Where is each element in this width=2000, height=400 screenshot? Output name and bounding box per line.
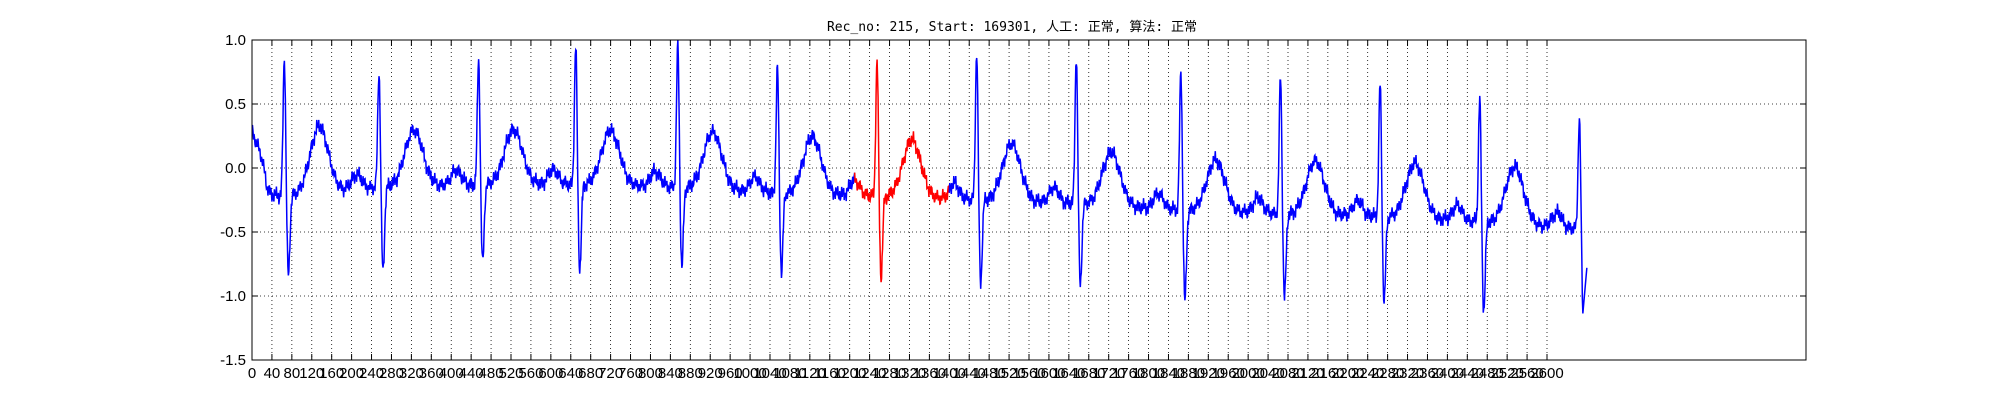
- x-tick-label: 2400: [1431, 365, 1464, 382]
- x-tick-label: 840: [658, 365, 683, 382]
- x-tick-label: 2120: [1291, 365, 1324, 382]
- ecg-series-normal: [948, 57, 1588, 314]
- x-tick-label: 280: [379, 365, 404, 382]
- x-tick-label: 2560: [1510, 365, 1543, 382]
- x-tick-label: 1360: [913, 365, 946, 382]
- y-tick-label: -0.5: [220, 224, 246, 241]
- x-tick-label: 520: [498, 365, 523, 382]
- x-tick-label: 1640: [1052, 365, 1085, 382]
- axes: 1.0 0.5 0.0 -0.5 -1.0 -1.50 40 80 12016020024028…: [220, 32, 1806, 382]
- x-tick-label: 240: [359, 365, 384, 382]
- x-tick-label: 640: [558, 365, 583, 382]
- x-tick-label: 1800: [1132, 365, 1165, 382]
- y-tick-label: 1.0: [225, 32, 246, 49]
- x-tick-label: 720: [598, 365, 623, 382]
- y-tick-label: 0.0: [225, 160, 246, 177]
- x-tick-label: 2160: [1311, 365, 1344, 382]
- y-tick-label: -1.5: [220, 352, 246, 369]
- x-tick-label: 1920: [1192, 365, 1225, 382]
- x-tick-label: 2000: [1231, 365, 1264, 382]
- x-tick-label: 320: [399, 365, 424, 382]
- x-tick-label: 2280: [1371, 365, 1404, 382]
- x-tick-label: 1400: [933, 365, 966, 382]
- x-tick-label: 200: [339, 365, 364, 382]
- y-tick-label: 0.5: [225, 96, 246, 113]
- x-tick-label: 680: [578, 365, 603, 382]
- x-tick-label: 2320: [1391, 365, 1424, 382]
- x-tick-label: 2440: [1451, 365, 1484, 382]
- x-tick-label: 2240: [1351, 365, 1384, 382]
- x-tick-label: 960: [718, 365, 743, 382]
- x-tick-label: 800: [638, 365, 663, 382]
- x-tick-label: 2200: [1331, 365, 1364, 382]
- x-tick-label: 1880: [1172, 365, 1205, 382]
- x-tick-label: 80: [284, 365, 301, 382]
- x-tick-label: 1760: [1112, 365, 1145, 382]
- x-tick-label: 1600: [1032, 365, 1065, 382]
- x-tick-label: 2480: [1471, 365, 1504, 382]
- x-tick-label: 360: [419, 365, 444, 382]
- x-tick-label: 1520: [992, 365, 1025, 382]
- x-tick-label: 560: [518, 365, 543, 382]
- x-tick-label: 120: [299, 365, 324, 382]
- chart-title: Rec_no: 215, Start: 169301, 人工: 正常, 算法: …: [827, 20, 1197, 35]
- x-tick-label: 1000: [733, 365, 766, 382]
- x-tick-label: 1480: [972, 365, 1005, 382]
- x-tick-label: 1040: [753, 365, 786, 382]
- x-tick-label: 40: [264, 365, 281, 382]
- x-tick-label: 1240: [853, 365, 886, 382]
- x-tick-label: 920: [698, 365, 723, 382]
- x-tick-label: 1840: [1152, 365, 1185, 382]
- y-tick-label: -1.0: [220, 288, 246, 305]
- ecg-series-normal: [251, 39, 856, 279]
- x-tick-label: 1680: [1072, 365, 1105, 382]
- series-layer: [251, 39, 1588, 314]
- x-tick-label: 760: [618, 365, 643, 382]
- x-tick-label: 400: [439, 365, 464, 382]
- ecg-series-highlight: [853, 59, 951, 283]
- x-tick-label: 0: [248, 365, 256, 382]
- plot-frame: [251, 39, 1807, 361]
- x-tick-label: 160: [319, 365, 344, 382]
- x-tick-label: 2520: [1490, 365, 1523, 382]
- x-tick-label: 880: [678, 365, 703, 382]
- x-tick-label: 1200: [833, 365, 866, 382]
- x-tick-label: 2040: [1251, 365, 1284, 382]
- x-tick-label: 2360: [1411, 365, 1444, 382]
- x-tick-label: 2080: [1271, 365, 1304, 382]
- x-tick-label: 1320: [893, 365, 926, 382]
- x-tick-label: 2600: [1530, 365, 1563, 382]
- x-tick-label: 600: [538, 365, 563, 382]
- x-tick-label: 1120: [794, 365, 826, 382]
- x-tick-label: 1080: [773, 365, 806, 382]
- x-tick-label: 1560: [1012, 365, 1045, 382]
- x-tick-label: 1720: [1092, 365, 1125, 382]
- x-tick-label: 1960: [1212, 365, 1245, 382]
- x-tick-label: 440: [459, 365, 484, 382]
- x-tick-label: 1280: [873, 365, 906, 382]
- x-tick-label: 1440: [953, 365, 986, 382]
- x-tick-label: 1160: [814, 365, 846, 382]
- x-tick-label: 480: [479, 365, 504, 382]
